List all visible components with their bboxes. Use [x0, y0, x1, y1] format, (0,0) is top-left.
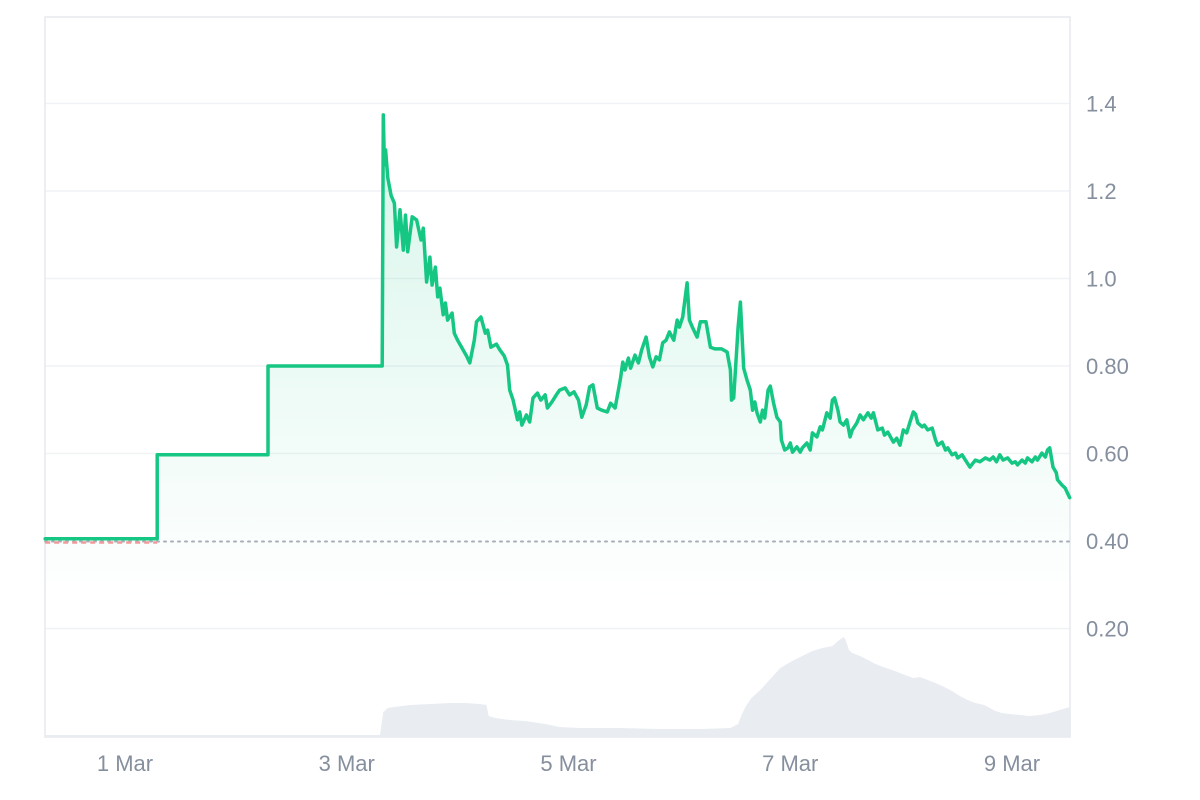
y-axis-label: 0.40 — [1086, 529, 1129, 554]
y-axis-label: 1.2 — [1086, 179, 1117, 204]
y-axis-label: 1.0 — [1086, 267, 1117, 292]
y-axis-labels: 1.4 1.2 1.0 0.80 0.60 0.40 0.20 — [1086, 92, 1129, 642]
price-line — [43, 113, 1072, 541]
x-axis-label: 7 Mar — [762, 751, 818, 776]
price-area-fill — [45, 114, 1070, 737]
x-axis-label: 3 Mar — [319, 751, 375, 776]
x-axis-labels: 1 Mar 3 Mar 5 Mar 7 Mar 9 Mar — [97, 751, 1040, 776]
volume-silhouette — [45, 637, 1070, 737]
y-axis-label: 0.80 — [1086, 354, 1129, 379]
y-axis-label: 0.20 — [1086, 617, 1129, 642]
x-axis-label: 9 Mar — [984, 751, 1040, 776]
y-axis-label: 0.60 — [1086, 442, 1129, 467]
x-axis-label: 5 Mar — [540, 751, 596, 776]
x-axis-label: 1 Mar — [97, 751, 153, 776]
y-axis-label: 1.4 — [1086, 92, 1117, 117]
